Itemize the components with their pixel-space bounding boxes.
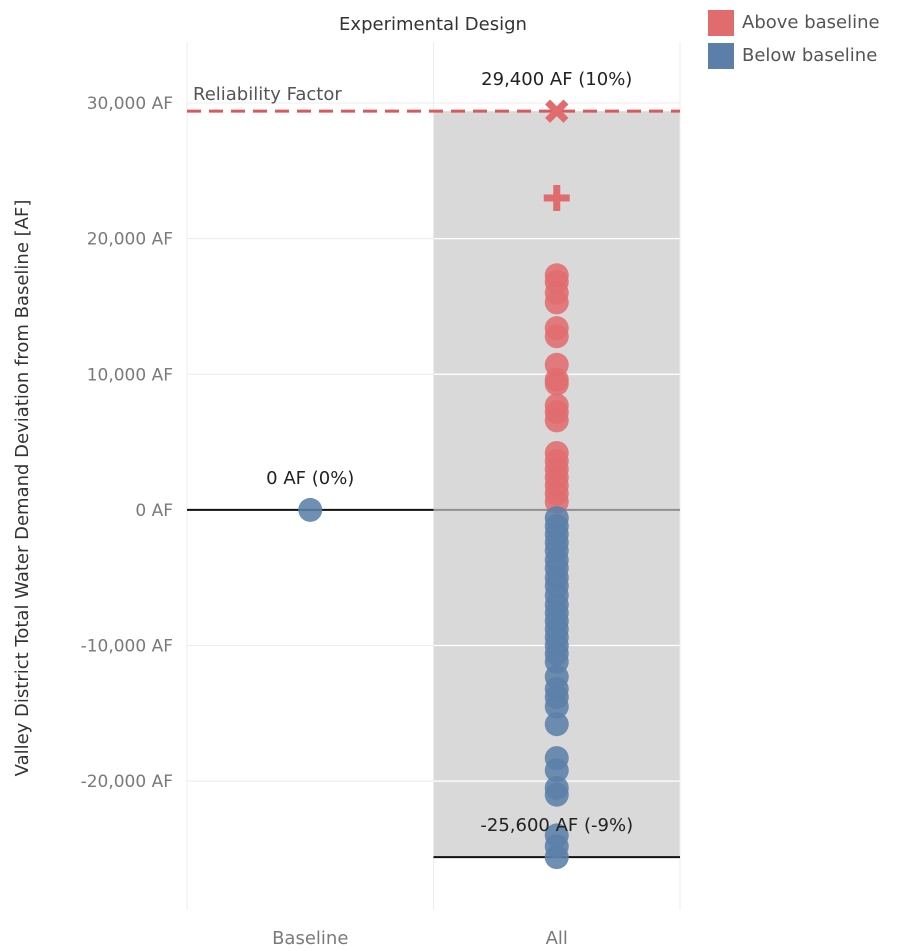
legend-swatch-below bbox=[708, 42, 734, 69]
x-category-label: Baseline bbox=[272, 928, 348, 949]
chart-title: Experimental Design bbox=[339, 14, 527, 35]
legend-item-above[interactable]: Above baseline bbox=[708, 6, 880, 39]
data-annotation: -25,600 AF (-9%) bbox=[480, 815, 633, 836]
y-tick-label: 30,000 AF bbox=[87, 94, 173, 114]
y-tick-label: -10,000 AF bbox=[81, 637, 173, 657]
data-point bbox=[544, 371, 569, 396]
data-point bbox=[544, 408, 569, 433]
points-layer bbox=[298, 99, 570, 870]
data-point bbox=[544, 694, 569, 719]
reference-line-label: Reliability Factor bbox=[193, 84, 342, 105]
data-point-plus bbox=[543, 184, 570, 211]
data-point bbox=[544, 782, 569, 807]
legend-swatch-above bbox=[708, 9, 734, 36]
data-annotation: 0 AF (0%) bbox=[266, 468, 354, 489]
data-point bbox=[544, 290, 569, 315]
data-point-cross bbox=[545, 99, 569, 123]
data-point bbox=[544, 758, 569, 783]
data-point bbox=[298, 497, 323, 522]
data-point bbox=[544, 845, 569, 870]
legend-label-below: Below baseline bbox=[742, 45, 878, 66]
data-annotation: 29,400 AF (10%) bbox=[481, 69, 632, 90]
y-tick-label: 20,000 AF bbox=[87, 230, 173, 250]
legend-item-below[interactable]: Below baseline bbox=[708, 39, 880, 72]
legend-label-above: Above baseline bbox=[742, 12, 880, 33]
y-axis-label: Valley District Total Water Demand Devia… bbox=[12, 200, 33, 777]
y-tick-label: -20,000 AF bbox=[81, 772, 173, 792]
x-category-label: All bbox=[546, 928, 568, 949]
data-point bbox=[544, 712, 569, 737]
text-layer: 30,000 AF 20,000 AF 10,000 AF 0 AF -10,000 A… bbox=[81, 69, 634, 949]
legend: Above baseline Below baseline bbox=[708, 6, 880, 72]
y-tick-label: 0 AF bbox=[135, 501, 173, 521]
data-point bbox=[544, 324, 569, 349]
y-tick-label: 10,000 AF bbox=[87, 365, 173, 385]
